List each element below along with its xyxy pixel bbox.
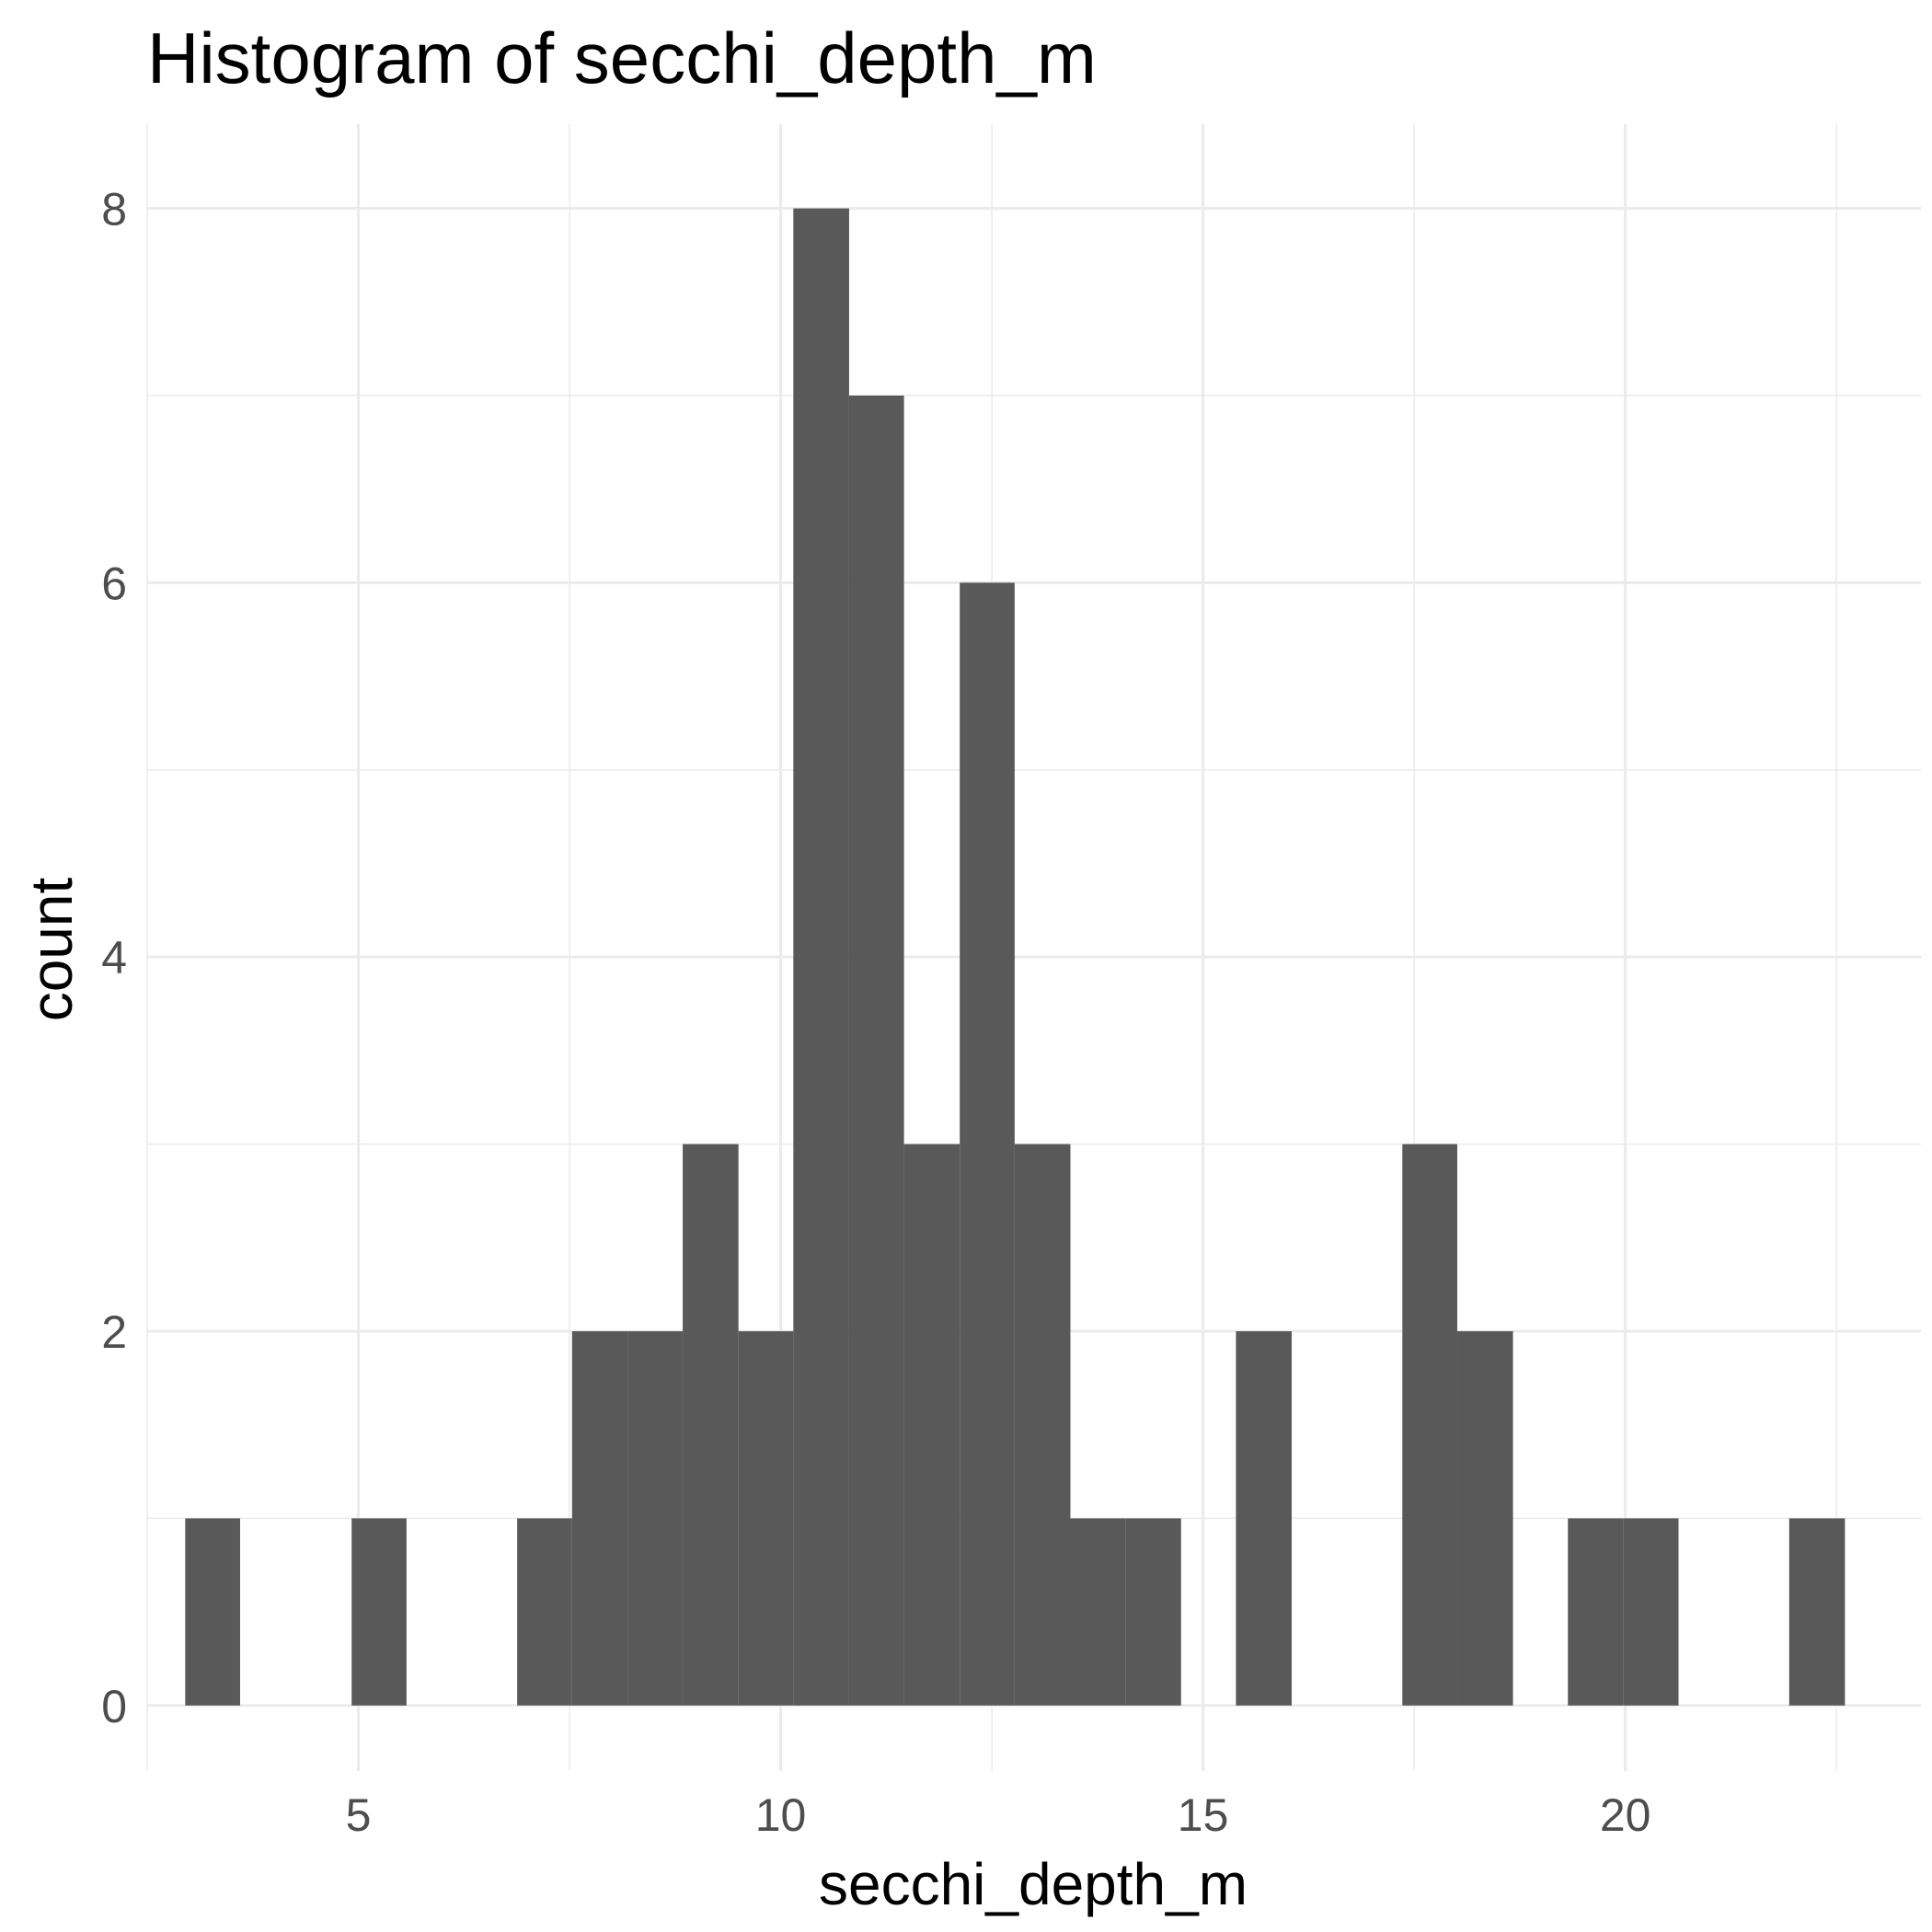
histogram-bar <box>627 1330 684 1706</box>
histogram-bar <box>517 1518 572 1706</box>
histogram-bar <box>1236 1330 1293 1706</box>
histogram-bar <box>848 395 904 1706</box>
x-tick-label: 15 <box>1178 1789 1229 1841</box>
y-tick-label: 0 <box>101 1681 127 1732</box>
histogram-bar <box>903 1144 960 1706</box>
histogram-bar <box>1456 1330 1513 1706</box>
histogram-bar <box>793 208 849 1706</box>
histogram-bar <box>1070 1518 1126 1706</box>
histogram-bar <box>1788 1518 1846 1706</box>
histogram-bar <box>185 1518 240 1706</box>
y-axis-label: count <box>18 878 85 1022</box>
histogram-bar <box>960 582 1015 1706</box>
x-tick-label: 10 <box>755 1789 807 1841</box>
histogram-bar <box>571 1330 628 1706</box>
histogram-bar <box>1402 1144 1457 1706</box>
x-axis-label: secchi_depth_m <box>819 1851 1248 1917</box>
histogram-bar <box>351 1518 407 1706</box>
histogram-bars <box>185 208 1846 1706</box>
y-tick-label: 6 <box>101 558 127 609</box>
histogram-bar <box>1623 1518 1679 1706</box>
x-axis-ticks: 5 10 15 20 <box>346 1789 1651 1841</box>
histogram-bar <box>1568 1518 1624 1706</box>
chart-title: Histogram of secchi_depth_m <box>147 17 1097 98</box>
histogram-bar <box>738 1330 794 1706</box>
y-tick-label: 8 <box>101 184 127 236</box>
x-tick-label: 5 <box>346 1789 372 1841</box>
histogram-bar <box>683 1144 739 1706</box>
y-axis-ticks: 0 2 4 6 8 <box>101 184 127 1732</box>
y-tick-label: 4 <box>101 932 127 983</box>
histogram-bar <box>1125 1518 1181 1706</box>
x-tick-label: 20 <box>1600 1789 1651 1841</box>
histogram-bar <box>1014 1144 1071 1706</box>
y-tick-label: 2 <box>101 1306 127 1358</box>
